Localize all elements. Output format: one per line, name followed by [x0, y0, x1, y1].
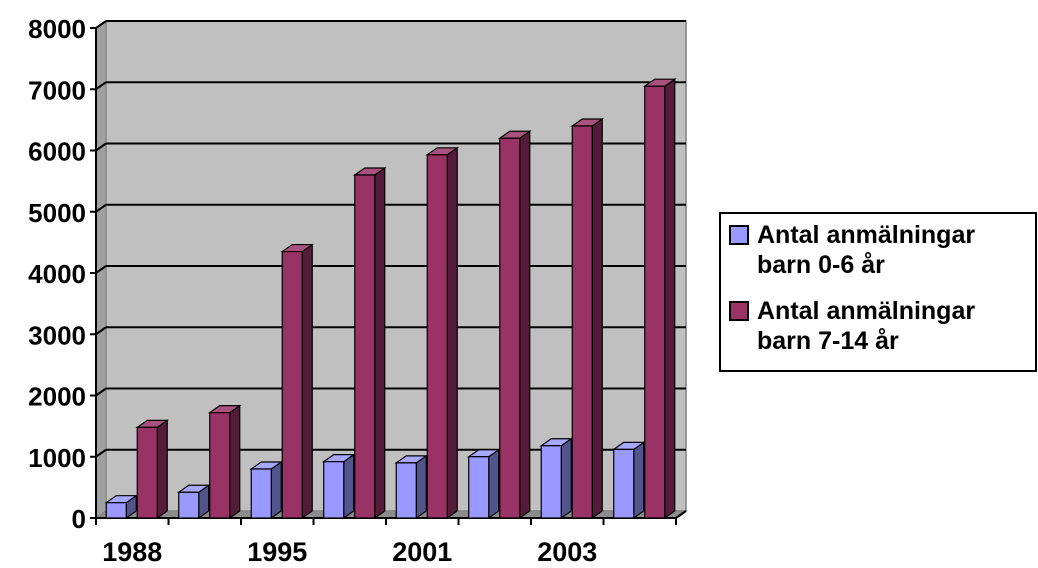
bar — [250, 468, 272, 519]
bar — [323, 461, 345, 519]
bar — [354, 174, 376, 519]
bar — [105, 502, 127, 519]
x-tick-label: 2003 — [537, 537, 597, 567]
bar-side — [156, 419, 168, 520]
y-tick-label: 8000 — [28, 14, 86, 44]
y-tick-label: 0 — [72, 504, 86, 534]
bar — [613, 448, 635, 519]
x-axis-end — [675, 510, 687, 519]
x-tick-label: 1988 — [102, 537, 162, 567]
gridline-side — [95, 448, 107, 458]
gridline-side — [95, 387, 107, 397]
bar-side — [519, 130, 531, 520]
bar-side — [488, 448, 500, 520]
bar — [540, 445, 562, 519]
legend-label-series-0: Antal anmälningar barn 0-6 år — [757, 221, 976, 279]
bar — [571, 125, 593, 519]
x-tick-label: 2001 — [392, 537, 452, 567]
bar — [644, 85, 666, 519]
bar — [209, 412, 231, 519]
bar-side — [301, 243, 313, 520]
legend-swatch-series-1 — [729, 301, 749, 321]
bar-side — [270, 460, 282, 520]
gridline-side — [95, 20, 107, 29]
y-tick-label: 1000 — [28, 443, 86, 473]
gridline-side — [95, 265, 107, 274]
legend-item-series-1: Antal anmälningar barn 7-14 år — [729, 296, 1032, 356]
gridline-side — [95, 142, 107, 152]
gridline-side — [95, 81, 107, 91]
bar — [281, 250, 303, 519]
legend-item-series-0: Antal anmälningar barn 0-6 år — [729, 220, 1032, 280]
bar-side — [343, 453, 355, 520]
gridline-side — [95, 326, 107, 336]
bar-side — [415, 454, 427, 520]
y-tick-label: 2000 — [28, 382, 86, 412]
legend: Antal anmälningar barn 0-6 år Antal anmä… — [719, 212, 1037, 372]
bar — [395, 462, 417, 519]
legend-swatch-series-0 — [729, 225, 749, 245]
bar-side — [374, 166, 386, 520]
y-tick-label: 4000 — [28, 259, 86, 289]
bar — [426, 154, 448, 519]
y-tick-label: 7000 — [28, 75, 86, 105]
bar-side — [446, 146, 458, 520]
y-tick-label: 3000 — [28, 320, 86, 350]
legend-label-series-1: Antal anmälningar barn 7-14 år — [757, 297, 976, 355]
bar-side — [560, 437, 572, 520]
bar — [178, 491, 200, 519]
bar — [136, 426, 158, 519]
bar-side — [633, 441, 645, 520]
bar-side — [229, 404, 241, 520]
y-tick-label: 5000 — [28, 198, 86, 228]
bar — [499, 137, 521, 519]
bar-side — [664, 78, 676, 520]
x-tick-label: 1995 — [247, 537, 307, 567]
bar — [468, 456, 490, 519]
bar-side — [591, 117, 603, 520]
y-tick-label: 6000 — [28, 137, 86, 167]
gridline-side — [95, 203, 107, 213]
